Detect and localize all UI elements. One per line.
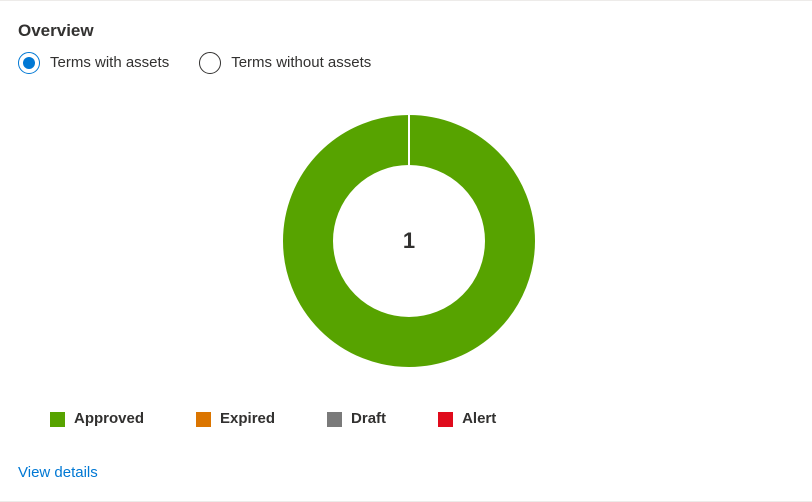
legend-label-approved: Approved <box>74 410 145 427</box>
donut-center-value: 1 <box>403 228 415 253</box>
view-details-link[interactable]: View details <box>18 464 98 481</box>
legend-swatch-expired <box>196 411 212 427</box>
legend-label-draft: Draft <box>351 410 387 427</box>
radio-dot <box>23 57 35 69</box>
chart-legend: Approved Expired Draft Alert <box>50 410 548 428</box>
donut-slices <box>283 115 535 367</box>
radio-label-terms-without-assets: Terms without assets <box>231 54 372 71</box>
legend-label-alert: Alert <box>462 410 497 427</box>
radio-unchecked-icon[interactable] <box>199 52 222 74</box>
legend-label-expired: Expired <box>220 410 276 427</box>
radio-terms-without-assets[interactable]: Terms without assets <box>199 52 371 74</box>
legend-item-alert[interactable]: Alert <box>438 410 496 428</box>
legend-swatch-draft <box>327 411 343 427</box>
legend-item-draft[interactable]: Draft <box>327 410 386 428</box>
radio-checked-icon[interactable] <box>18 52 40 74</box>
terms-donut-chart: 1 <box>283 115 535 367</box>
legend-item-expired[interactable]: Expired <box>196 410 275 428</box>
overview-title: Overview <box>18 21 94 40</box>
radio-terms-with-assets[interactable]: Terms with assets <box>18 52 169 74</box>
legend-item-approved[interactable]: Approved <box>50 410 144 428</box>
legend-swatch-alert <box>438 411 454 427</box>
radio-label-terms-with-assets: Terms with assets <box>50 54 170 71</box>
asset-filter-radio-group: Terms with assets Terms without assets <box>18 52 401 74</box>
legend-swatch-approved <box>50 411 65 427</box>
